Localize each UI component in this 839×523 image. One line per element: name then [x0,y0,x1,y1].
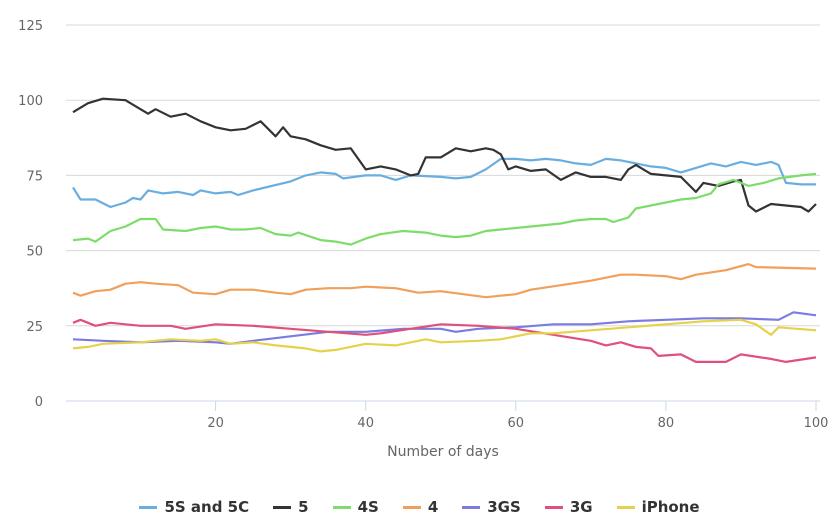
y-tick-label: 125 [18,19,43,34]
legend-item[interactable]: 5 [273,498,309,516]
y-tick-label: 0 [35,395,43,410]
y-tick-label: 25 [26,320,43,335]
legend-label: 4 [427,498,439,516]
y-tick-label: 75 [26,169,43,184]
legend-item[interactable]: 3G [544,498,593,516]
legend-swatch [332,505,351,509]
series-line-3gs [72,311,817,345]
legend-swatch [544,505,563,509]
series-line-4s [72,172,817,246]
legend-swatch [139,505,158,509]
x-axis-label: Number of days [387,444,499,460]
legend-label: 4S [357,498,379,516]
legend: 5S and 5C 5 4S 4 3GS 3G iPhone [0,498,839,516]
series-line-iphone [72,318,817,353]
legend-label: 5 [298,498,309,516]
legend-item[interactable]: 5S and 5C [139,498,249,516]
legend-label: 5S and 5C [164,498,250,516]
gridlines [66,24,820,402]
y-tick-label: 50 [26,245,43,260]
series-line-4 [72,263,817,299]
x-tick-label: 40 [357,416,374,431]
legend-item[interactable]: 4 [402,498,439,516]
x-tick-label: 20 [207,416,224,431]
legend-swatch [462,505,481,509]
series-line-5 [72,97,817,213]
legend-swatch [402,505,421,509]
legend-label: 3G [569,498,593,516]
legend-item[interactable]: 3GS [462,498,521,516]
x-axis-ticks: 20 40 60 80 100 [207,401,828,431]
series-line-3g [72,318,817,363]
legend-label: 3GS [487,498,521,516]
series-lines [72,97,817,363]
y-tick-label: 100 [18,94,43,109]
x-tick-label: 80 [658,416,675,431]
series-line-5s-and-5c [72,157,816,209]
legend-item[interactable]: iPhone [616,498,700,516]
x-tick-label: 60 [508,416,525,431]
x-tick-label: 100 [804,416,829,431]
y-axis-ticks: 0 25 50 75 100 125 [18,19,43,410]
legend-swatch [273,505,292,509]
legend-item[interactable]: 4S [332,498,379,516]
legend-label: iPhone [641,498,700,516]
legend-swatch [616,505,635,509]
